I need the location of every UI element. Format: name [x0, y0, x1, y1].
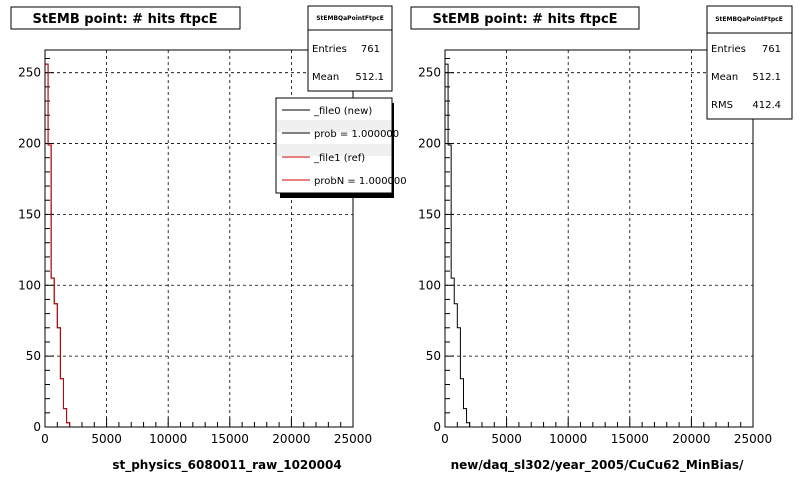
- left-y-tick-label-3: 150: [18, 207, 41, 221]
- right-stats-frame: [706, 5, 793, 120]
- right-plot-frame: [444, 49, 754, 428]
- right-title-box: [410, 6, 640, 30]
- right-x-tick-label-4: 20000: [672, 432, 710, 446]
- left-x-tick-label-2: 10000: [149, 432, 187, 446]
- left-x-tick-label-1: 5000: [91, 432, 122, 446]
- right-plot-border: [444, 49, 754, 428]
- left-stats-title: StEMBQaPointFtpcE: [316, 15, 384, 22]
- right-stats-rms-label: RMS: [711, 100, 733, 111]
- right-x-tick-label-2: 10000: [549, 432, 587, 446]
- left-legend: _file0 (new) prob = 1.000000 _file1 (ref…: [275, 97, 407, 198]
- left-stats-frame: [307, 5, 393, 92]
- right-histogram: [444, 63, 753, 428]
- left-chart-title: StEMB point: # hits ftpcE: [32, 12, 217, 27]
- left-y-tick-label-2: 100: [18, 278, 41, 292]
- right-x-axis-label: new/daq_sl302/year_2005/CuCu62_MinBias/: [451, 458, 744, 473]
- legend-entry-probn: probN = 1.000000: [314, 176, 407, 187]
- left-x-tick-label-4: 20000: [272, 432, 310, 446]
- right-y-tick-label-1: 50: [426, 349, 441, 363]
- right-grid: [445, 50, 753, 427]
- right-stats-mean-label: Mean: [711, 72, 738, 83]
- right-y-tick-label-4: 200: [418, 137, 441, 151]
- right-stats-box: StEMBQaPointFtpcE Entries 761 Mean 512.1…: [706, 5, 793, 120]
- left-plot-border: [44, 49, 354, 428]
- right-x-tick-label-5: 25000: [734, 432, 772, 446]
- left-stats-box: StEMBQaPointFtpcE Entries 761 Mean 512.1: [307, 5, 393, 92]
- left-x-tick-label-3: 15000: [211, 432, 249, 446]
- right-stats-title: StEMBQaPointFtpcE: [715, 16, 783, 23]
- right-y-tick-label-3: 150: [418, 207, 441, 221]
- left-x-tick-label-5: 25000: [334, 432, 372, 446]
- left-x-tick-label-0: 0: [41, 432, 49, 446]
- right-y-tick-label-2: 100: [418, 278, 441, 292]
- legend-entry-new: _file0 (new): [313, 106, 372, 117]
- left-y-tick-label-0: 0: [33, 420, 41, 434]
- right-pad: 0 5000 10000 15000 20000 25000 0 50 100 150 200 250…: [410, 5, 793, 473]
- right-y-tick-label-5: 250: [418, 66, 441, 80]
- left-stats-entries-value: 761: [361, 44, 380, 55]
- right-stats-entries-label: Entries: [711, 44, 746, 55]
- right-x-tick-label-1: 5000: [491, 432, 522, 446]
- left-stats-entries-label: Entries: [312, 44, 347, 55]
- right-y-tick-label-0: 0: [433, 420, 441, 434]
- legend-entry-prob: prob = 1.000000: [314, 129, 399, 140]
- left-y-tick-label-4: 200: [18, 137, 41, 151]
- left-series-1: [44, 63, 353, 428]
- legend-entry-ref: _file1 (ref): [313, 153, 365, 164]
- right-stats-rms-value: 412.4: [752, 100, 781, 111]
- left-histogram: [44, 63, 353, 428]
- left-title-box: [10, 6, 241, 30]
- right-x-tick-label-0: 0: [441, 432, 449, 446]
- left-y-tick-label-1: 50: [26, 349, 41, 363]
- left-y-tick-label-5: 250: [18, 66, 41, 80]
- left-stats-mean-label: Mean: [312, 72, 339, 83]
- left-ticks: 0 5000 10000 15000 20000 25000 0 50 100 150 200 250: [18, 58, 372, 446]
- right-stats-entries-value: 761: [762, 44, 781, 55]
- left-pad: 0 5000 10000 15000 20000 25000 0 50 100 150 200 250…: [10, 5, 407, 473]
- left-grid: [45, 50, 353, 427]
- right-x-tick-label-3: 15000: [611, 432, 649, 446]
- right-chart-title: StEMB point: # hits ftpcE: [432, 12, 617, 27]
- right-stats-mean-value: 512.1: [752, 72, 781, 83]
- left-stats-mean-value: 512.1: [355, 72, 384, 83]
- right-series-0: [444, 63, 753, 428]
- left-x-axis-label: st_physics_6080011_raw_1020004: [112, 458, 341, 473]
